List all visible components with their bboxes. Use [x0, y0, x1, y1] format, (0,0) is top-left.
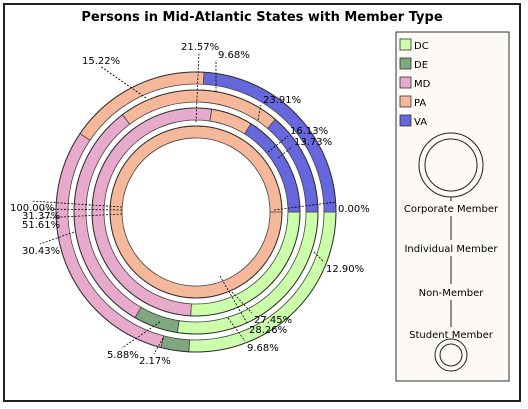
ring-outline [55, 71, 337, 353]
donut-rings [55, 71, 337, 353]
label-nonmember-dc: 27.45% [254, 315, 292, 326]
label-student-pa-leader [99, 65, 147, 99]
label-nonmember-va: 13.73% [294, 137, 332, 148]
label-student-pa: 15.22% [82, 56, 120, 67]
label-nonmember-va-leader [277, 146, 293, 159]
label-student-dc: 12.90% [326, 264, 364, 275]
label-individual-pa: 9.68% [218, 50, 250, 61]
label-nonmember-md: 31.37% [22, 211, 60, 222]
label-individual-md-leader [39, 213, 123, 219]
label-student-md: 30.43% [22, 246, 60, 257]
legend-ring-small-outer [434, 338, 468, 372]
label-student-dc-leader [313, 251, 325, 263]
legend-swatch-de [399, 57, 412, 70]
label-individual-va: 16.13% [290, 126, 328, 137]
label-nonmember-dc-leader [231, 291, 253, 314]
legend-ring-label-corporate-member: Corporate Member [404, 204, 499, 215]
slice-student-member-de[interactable] [160, 335, 190, 353]
label-student-va: 23.91% [263, 95, 301, 106]
data-labels: 51.61%31.37%100.00%30.43%15.22%21.57%9.6… [10, 42, 370, 367]
label-student-va-leader [257, 104, 262, 121]
legend-swatch-dc [399, 38, 412, 51]
ring-outline [91, 107, 301, 317]
legend-label-de: DE [414, 60, 428, 71]
legend-label-dc: DC [414, 41, 429, 52]
legend-ring-small-inner [439, 343, 463, 367]
label-student-dc-2: 9.68% [247, 343, 279, 354]
legend-swatch-va [399, 114, 412, 127]
label-individual-dc: 28.26% [249, 325, 287, 336]
label-individual-md: 51.61% [22, 220, 60, 231]
legend-label-pa: PA [414, 98, 426, 109]
legend: DC DE MD PA VA Corporate Member Individual Me… [395, 31, 510, 382]
ring-outline [109, 125, 283, 299]
slice-individual-member-dc[interactable] [190, 211, 301, 317]
ring-outline [73, 89, 319, 335]
label-corporate-dc: 0.00% [338, 204, 370, 215]
chart-title: Persons in Mid-Atlantic States with Memb… [81, 10, 443, 25]
legend-label-va: VA [414, 117, 427, 128]
label-student-de-leader [153, 337, 164, 355]
label-nonmember-md-leader [39, 208, 123, 211]
label-nonmember-pa: 21.57% [181, 42, 219, 53]
legend-ring-label-student-member: Student Member [409, 330, 494, 341]
legend-swatch-pa [399, 95, 412, 108]
label-student-md-leader [39, 231, 75, 245]
label-student-dc-2-leader [227, 317, 246, 342]
legend-swatch-md [399, 76, 412, 89]
legend-ring-label-non-member: Non-Member [419, 288, 485, 299]
label-corporate-pa-leader [30, 200, 123, 208]
label-individual-va-leader [267, 135, 289, 153]
legend-ring-label-individual-member: Individual Member [404, 244, 498, 255]
label-nonmember-de-leader [121, 321, 161, 349]
label-corporate-pa: 100.00% [10, 203, 55, 214]
label-nonmember-pa-leader [195, 51, 200, 123]
legend-ring-inner [424, 138, 478, 192]
legend-label-md: MD [414, 79, 431, 90]
label-student-de: 2.17% [139, 356, 171, 367]
slice-corporate-member-pa[interactable] [109, 125, 283, 299]
label-nonmember-de: 5.88% [107, 350, 139, 361]
